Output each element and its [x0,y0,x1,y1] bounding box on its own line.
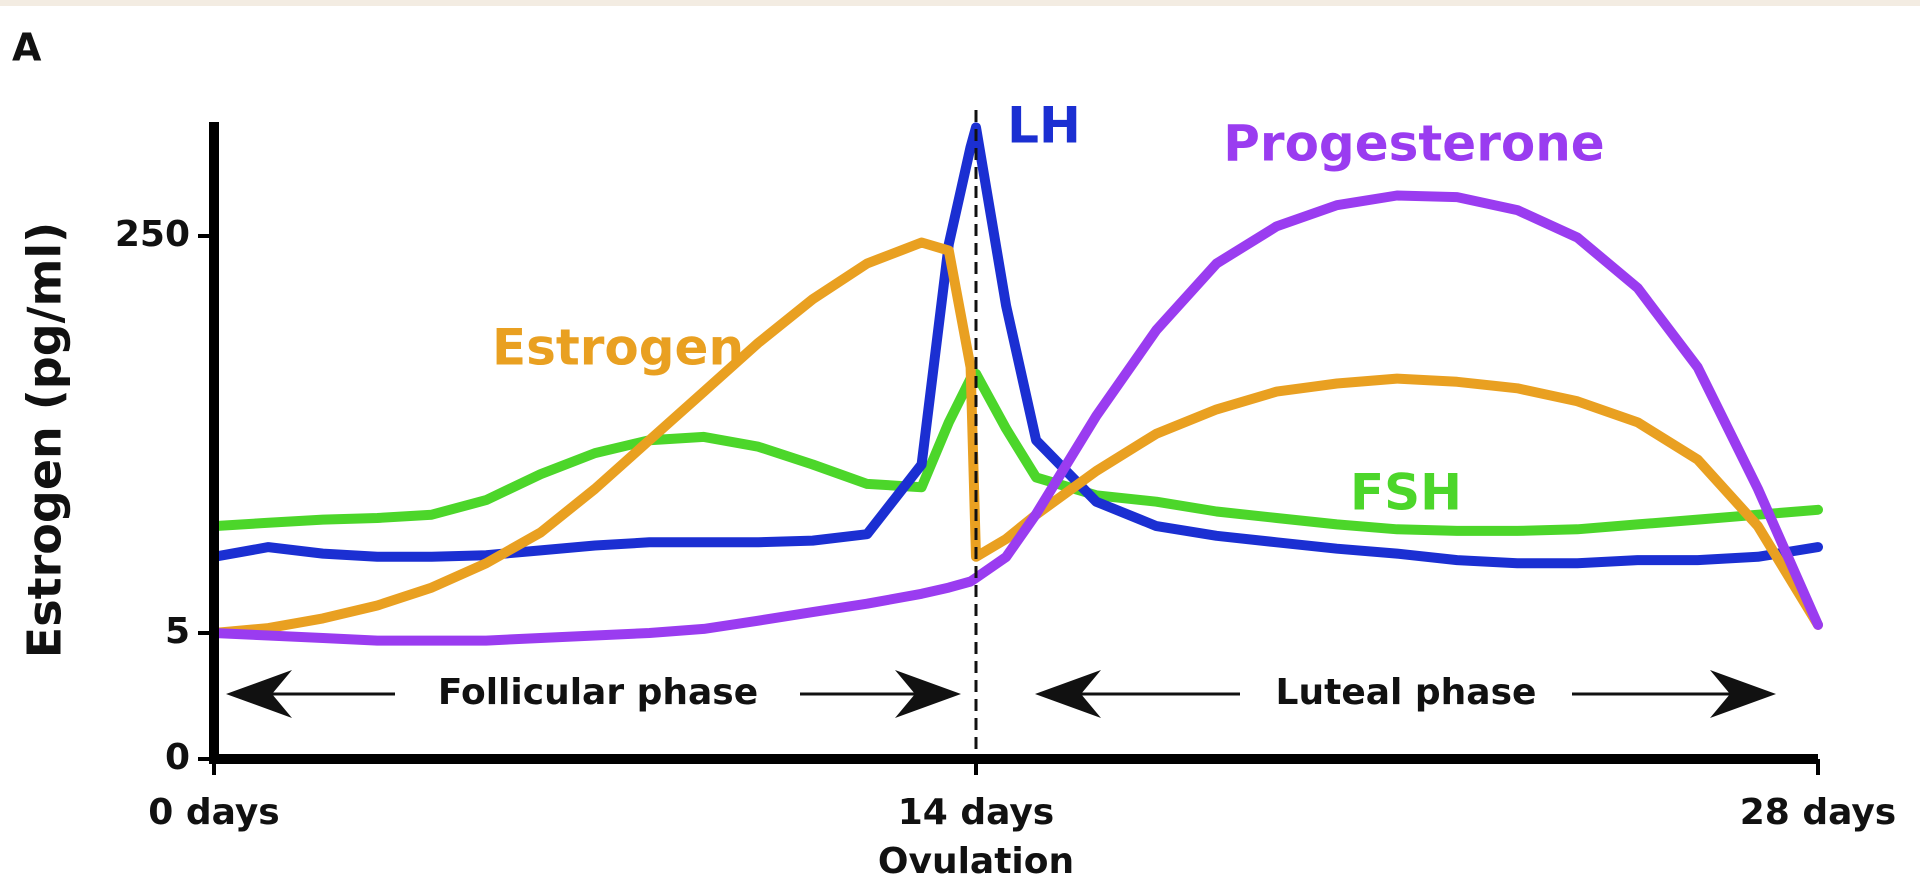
y-tick-label: 250 [115,214,190,255]
y-tick-label: 5 [165,611,190,652]
x-tick-label: 28 days [1740,792,1896,833]
x-tick-label: 0 days [148,792,279,833]
luteal-arrow [1035,670,1776,718]
x-tick-label: 14 days [898,792,1054,833]
ovulation-label: Ovulation [878,841,1074,882]
follicular-label: Follicular phase [438,672,758,713]
luteal-label: Luteal phase [1276,672,1537,713]
series-line [209,190,1823,646]
series-label: LH [1007,97,1081,155]
label-backing [431,672,765,713]
series-line [209,122,1823,569]
plot-area [209,122,1823,646]
label-backing [1269,672,1543,713]
top-strip [0,0,1920,6]
y-tick-label: 0 [165,737,190,778]
series-label: Progesterone [1223,115,1604,173]
series-label: FSH [1350,464,1462,522]
panel-label: A [12,26,42,70]
follicular-arrow [226,670,961,718]
y-axis-label: Estrogen (pg/ml) [18,222,72,658]
series-label: Estrogen [492,319,744,377]
series-line [209,237,1823,638]
